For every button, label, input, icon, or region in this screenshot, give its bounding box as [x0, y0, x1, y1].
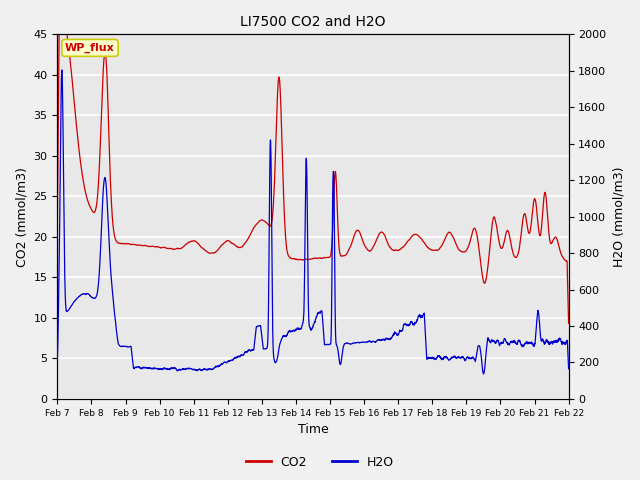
X-axis label: Time: Time: [298, 423, 328, 436]
Y-axis label: CO2 (mmol/m3): CO2 (mmol/m3): [15, 167, 28, 266]
Title: LI7500 CO2 and H2O: LI7500 CO2 and H2O: [240, 15, 386, 29]
Y-axis label: H2O (mmol/m3): H2O (mmol/m3): [612, 167, 625, 267]
Text: WP_flux: WP_flux: [65, 43, 115, 53]
Legend: CO2, H2O: CO2, H2O: [241, 451, 399, 474]
